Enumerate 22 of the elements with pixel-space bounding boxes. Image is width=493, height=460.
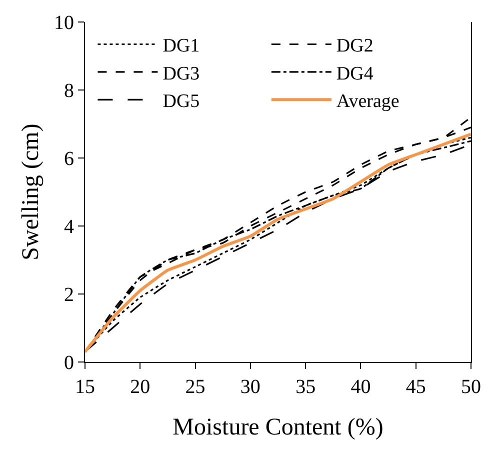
legend-label: Average: [336, 91, 400, 112]
y-tick-label: 6: [64, 148, 74, 170]
x-tick-label: 45: [406, 376, 426, 398]
legend-label: DG5: [162, 91, 200, 112]
x-tick-label: 50: [461, 376, 481, 398]
y-tick-label: 8: [64, 80, 74, 102]
legend-label: DG4: [336, 63, 374, 84]
x-tick-label: 20: [130, 376, 150, 398]
legend-label: DG1: [162, 36, 200, 57]
legend-label: DG3: [162, 63, 200, 84]
x-tick-label: 25: [185, 376, 206, 398]
y-axis-title: Swelling (cm): [18, 124, 44, 260]
x-tick-label: 35: [296, 376, 316, 398]
y-tick-label: 4: [64, 216, 74, 238]
y-tick-label: 2: [64, 284, 74, 306]
x-tick-label: 30: [240, 376, 260, 398]
x-tick-label: 40: [350, 376, 371, 398]
legend-label: DG2: [336, 36, 374, 57]
x-tick-label: 15: [75, 376, 95, 398]
x-axis-title: Moisture Content (%): [172, 414, 384, 440]
y-tick-label: 0: [64, 352, 74, 374]
y-tick-label: 10: [54, 12, 74, 34]
